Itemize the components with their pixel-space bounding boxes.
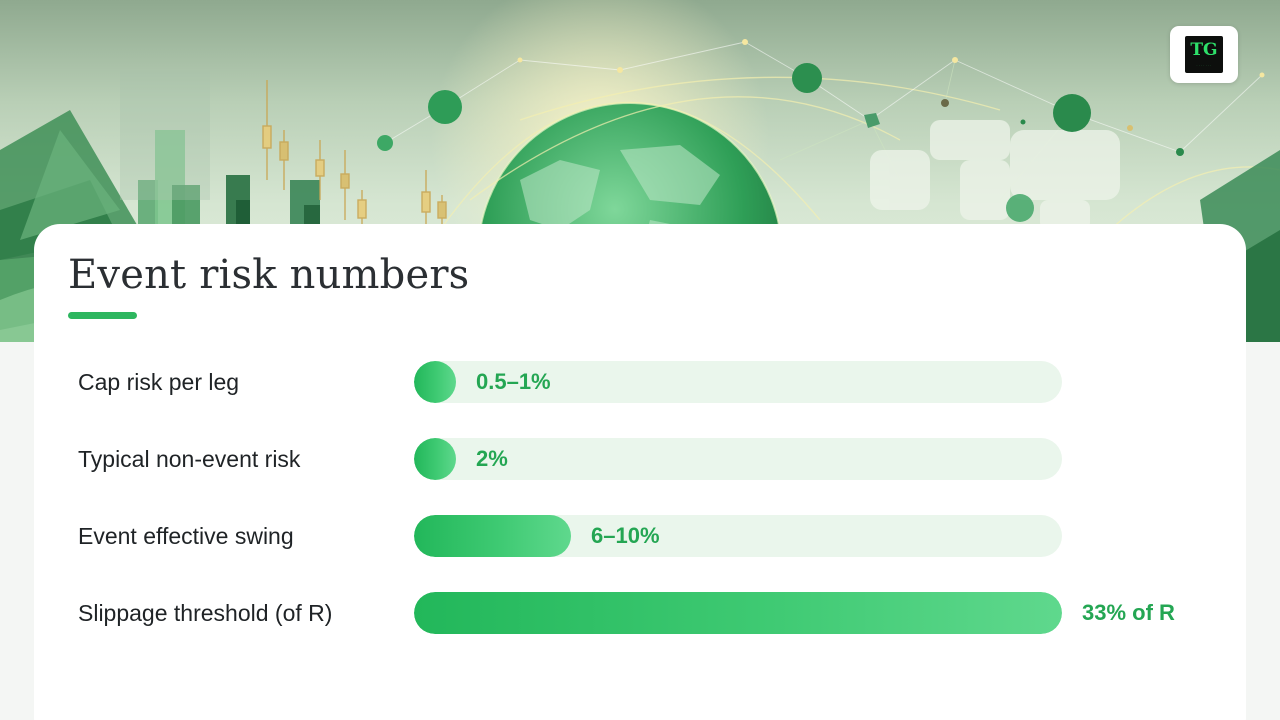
- brand-logo-mark: TG: [1190, 40, 1218, 60]
- bar-value-label: 2%: [476, 446, 508, 471]
- bar-label: Event effective swing: [78, 523, 294, 549]
- brand-logo-caption: · · · · · · ·: [1196, 63, 1212, 67]
- brand-logo[interactable]: TG · · · · · · ·: [1170, 26, 1238, 83]
- bar-value-label: 6–10%: [591, 523, 660, 548]
- bar-label: Cap risk per leg: [78, 369, 240, 395]
- title-underline: [68, 312, 137, 319]
- bar-track: [414, 361, 1062, 403]
- bar-track: [414, 438, 1062, 480]
- bar-track: [414, 592, 1062, 634]
- page-title: Event risk numbers: [68, 252, 470, 298]
- bar-fill: [414, 592, 1062, 634]
- bar-label: Typical non-event risk: [78, 446, 301, 472]
- bar-fill: [414, 438, 456, 480]
- bar-fill: [414, 361, 456, 403]
- bar-value-label: 33% of R: [1082, 600, 1175, 625]
- bar-fill: [414, 515, 571, 557]
- bar-label: Slippage threshold (of R): [78, 600, 333, 626]
- bar-track: [414, 515, 1062, 557]
- bar-value-label: 0.5–1%: [476, 369, 551, 394]
- brand-logo-icon: TG · · · · · · ·: [1185, 36, 1223, 73]
